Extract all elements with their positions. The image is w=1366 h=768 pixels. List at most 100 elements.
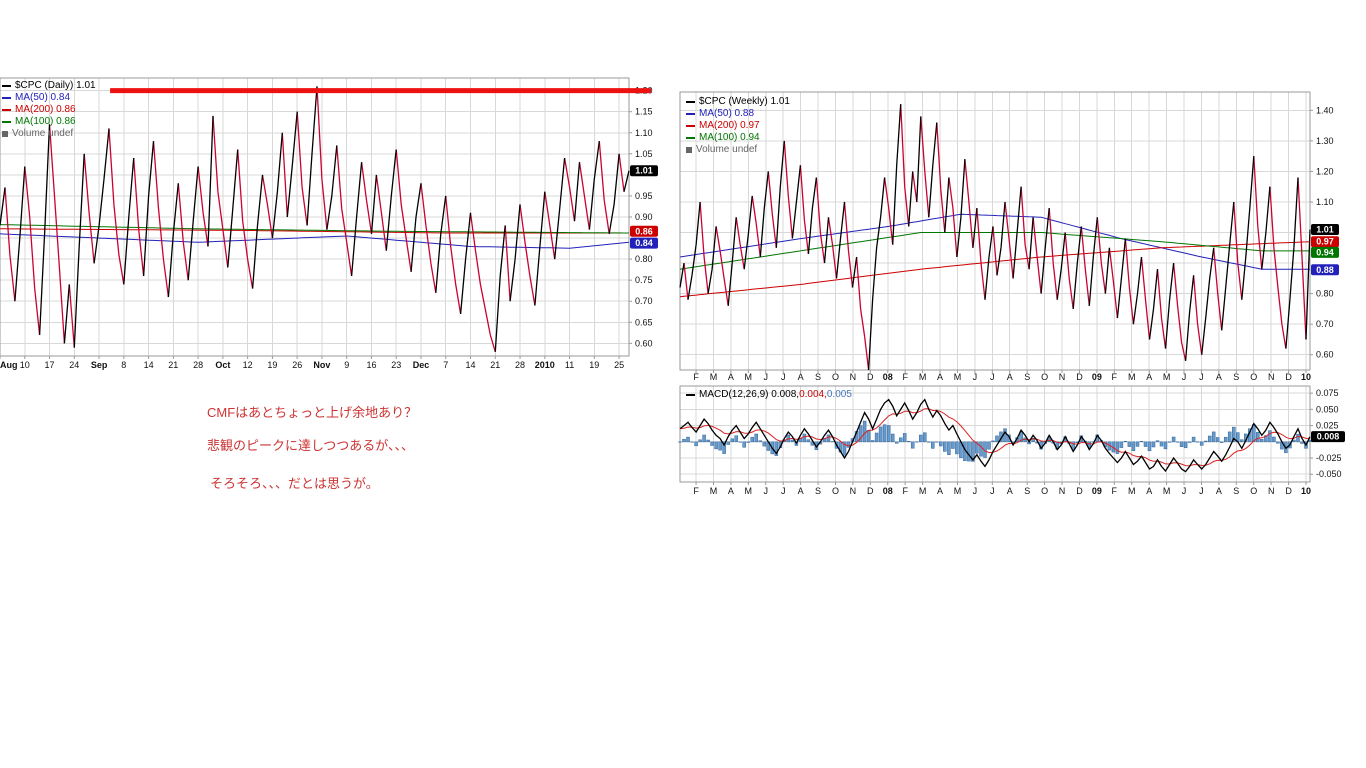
legend-label: MA(100) 0.86 [15, 116, 76, 127]
y-axis-label: 1.10 [635, 128, 653, 138]
x-axis-label: 10 [20, 360, 30, 370]
legend-item: MA(50) 0.84 [2, 92, 96, 104]
x-axis-label: F [693, 372, 699, 382]
x-axis-label: N [850, 486, 857, 496]
legend-label: MA(100) 0.94 [699, 132, 760, 143]
x-axis-label: M [1128, 486, 1136, 496]
line-swatch-icon [686, 113, 695, 115]
x-axis-label: A [798, 372, 804, 382]
price-line-up-segments [0, 86, 630, 352]
y-axis-label: 0.075 [1316, 388, 1339, 398]
x-axis-label: M [1128, 372, 1136, 382]
x-axis-label: 14 [465, 360, 475, 370]
x-axis-label: Dec [413, 360, 430, 370]
x-axis-label: F [693, 486, 699, 496]
legend-label: Volume undef [12, 128, 74, 139]
y-axis-label: 0.60 [635, 338, 653, 348]
x-axis-label: 12 [243, 360, 253, 370]
x-axis-label: F [1112, 372, 1118, 382]
line-swatch-icon [2, 85, 11, 87]
macd-line [679, 398, 1311, 473]
last-value-text: 1.01 [1316, 225, 1334, 235]
x-axis-label: A [1146, 486, 1152, 496]
last-value-box [1311, 224, 1339, 235]
legend-item: MA(50) 0.88 [686, 108, 790, 120]
x-axis-label: M [710, 372, 718, 382]
x-axis-label: J [1182, 486, 1187, 496]
x-axis-label: F [902, 372, 908, 382]
x-axis-label: M [919, 372, 927, 382]
x-axis-label: O [1250, 486, 1257, 496]
macd-legend: MACD(12,26,9) 0.008, 0.004, 0.005 [686, 389, 852, 401]
x-axis-label: A [937, 486, 943, 496]
y-axis-label: 1.05 [635, 149, 653, 159]
x-axis-label: J [1182, 372, 1187, 382]
y-axis-label: -0.050 [1316, 469, 1342, 479]
x-axis-label: 26 [292, 360, 302, 370]
x-axis-label: Aug [0, 360, 18, 370]
x-axis-label: 14 [144, 360, 154, 370]
x-axis-label: N [1268, 372, 1275, 382]
x-axis-label: O [832, 486, 839, 496]
last-value-text: 0.88 [1316, 265, 1334, 275]
x-axis-label: M [745, 372, 753, 382]
legend-label: Volume undef [696, 144, 758, 155]
x-axis-label: Sep [91, 360, 108, 370]
x-axis-label: F [902, 486, 908, 496]
x-axis-label: 8 [121, 360, 126, 370]
x-axis-label: 09 [1092, 486, 1102, 496]
legend-label: MA(50) 0.88 [699, 108, 755, 119]
x-axis-label: 08 [883, 372, 893, 382]
x-axis-label: J [990, 486, 995, 496]
weekly-chart-svg: 1.401.301.201.100.800.700.60F M A M J J A S O N D 0… [679, 91, 1339, 382]
MA100-ma-line [679, 232, 1310, 270]
last-value-box [630, 165, 658, 177]
plot-border [679, 385, 1311, 483]
y-axis-label: 0.75 [635, 275, 653, 285]
x-axis-label: 25 [614, 360, 624, 370]
x-axis-label: 10 [1301, 372, 1311, 382]
x-axis-label: N [1059, 486, 1066, 496]
y-axis-label: 0.60 [1316, 350, 1334, 360]
line-swatch-icon [686, 125, 695, 127]
x-axis-label: 9 [344, 360, 349, 370]
x-axis-label: 10 [1301, 486, 1311, 496]
last-value-text: 0.94 [1316, 247, 1334, 257]
x-axis-label: Nov [313, 360, 330, 370]
x-axis-label: 24 [69, 360, 79, 370]
x-axis-label: J [990, 372, 995, 382]
x-axis-label: M [745, 486, 753, 496]
x-axis-label: J [781, 486, 786, 496]
x-axis-label: 7 [443, 360, 448, 370]
x-axis-label: 08 [883, 486, 893, 496]
x-axis-label: D [1285, 372, 1292, 382]
price-line-up-segments [679, 104, 1311, 371]
daily-chart-legend: $CPC (Daily) 1.01 MA(50) 0.84 MA(200) 0.86… [2, 80, 96, 140]
legend-item: Volume undef [2, 128, 96, 140]
x-axis-label: 2010 [535, 360, 555, 370]
legend-label: $CPC (Weekly) 1.01 [699, 96, 790, 107]
x-axis-label: N [1268, 486, 1275, 496]
x-axis-label: S [815, 486, 821, 496]
legend-item: $CPC (Weekly) 1.01 [686, 96, 790, 108]
x-axis-label: J [764, 486, 769, 496]
x-axis-label: O [1041, 486, 1048, 496]
x-axis-label: A [1146, 372, 1152, 382]
last-value-box [1311, 246, 1339, 258]
legend-label: $CPC (Daily) 1.01 [15, 80, 96, 91]
macd-indicator-panel: 0.075 0.050 0.025 -0.025 -0.050 F M A M J J A S O N D 08… [678, 384, 1350, 502]
price-line-down-segments [4, 86, 625, 352]
x-axis-label: O [832, 372, 839, 382]
x-axis-label: J [973, 486, 978, 496]
x-axis-label: D [867, 486, 874, 496]
last-value-box [630, 237, 658, 249]
last-value-box [1311, 264, 1339, 276]
line-swatch-icon [2, 109, 11, 111]
last-value-text: 0.008 [1317, 432, 1340, 442]
macd-legend-value: 0.004, [799, 389, 827, 400]
weekly-chart-panel: 1.40 1.30 1.20 1.10 0.80 0.70 0.60 F M A M J J A S O N D 0… [678, 86, 1350, 386]
macd-signal-line [679, 408, 1311, 467]
last-value-box [630, 225, 658, 237]
y-axis-label: 1.10 [1316, 197, 1334, 207]
line-swatch-icon [2, 97, 11, 99]
